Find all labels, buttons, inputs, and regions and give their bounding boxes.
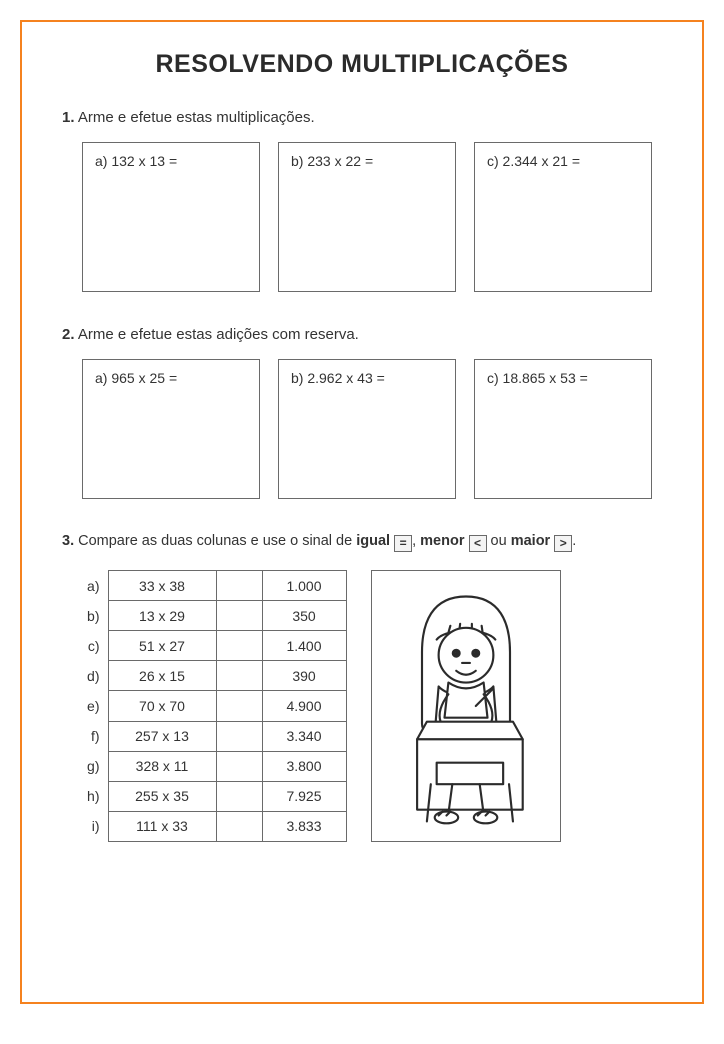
row-label: i) bbox=[80, 811, 108, 841]
calc-box-2a[interactable]: a) 965 x 25 = bbox=[82, 359, 260, 499]
row-expression: 70 x 70 bbox=[108, 691, 216, 721]
row-value: 390 bbox=[262, 661, 346, 691]
exercise-3-prompt: 3. Compare as duas colunas e use o sinal… bbox=[62, 533, 662, 552]
girl-at-desk-icon bbox=[378, 577, 554, 835]
row-label: d) bbox=[80, 661, 108, 691]
table-row: c) 51 x 27 1.400 bbox=[80, 631, 346, 661]
row-value: 4.900 bbox=[262, 691, 346, 721]
exercise-3: 3. Compare as duas colunas e use o sinal… bbox=[62, 533, 662, 842]
row-answer-slot[interactable] bbox=[216, 661, 262, 691]
row-answer-slot[interactable] bbox=[216, 571, 262, 601]
row-label: c) bbox=[80, 631, 108, 661]
row-label: a) bbox=[80, 571, 108, 601]
row-expression: 257 x 13 bbox=[108, 721, 216, 751]
symbol-less-icon: < bbox=[469, 535, 487, 552]
row-value: 350 bbox=[262, 601, 346, 631]
exercise-2-prompt: 2. Arme e efetue estas adições com reser… bbox=[62, 326, 662, 343]
row-expression: 13 x 29 bbox=[108, 601, 216, 631]
symbol-greater-icon: > bbox=[554, 535, 572, 552]
word-ou: ou bbox=[491, 533, 511, 549]
table-row: g) 328 x 11 3.800 bbox=[80, 751, 346, 781]
calc-box-1a[interactable]: a) 132 x 13 = bbox=[82, 142, 260, 292]
exercise-1-boxes: a) 132 x 13 = b) 233 x 22 = c) 2.344 x 2… bbox=[62, 142, 662, 292]
exercise-1-prompt: 1. Arme e efetue estas multiplicações. bbox=[62, 109, 662, 126]
row-label: h) bbox=[80, 781, 108, 811]
row-answer-slot[interactable] bbox=[216, 691, 262, 721]
calc-box-2a-label: a) 965 x 25 = bbox=[95, 370, 177, 386]
compare-table: a) 33 x 38 1.000 b) 13 x 29 350 c) 51 x … bbox=[80, 570, 347, 842]
exercise-2-number: 2. bbox=[62, 326, 75, 343]
table-row: f) 257 x 13 3.340 bbox=[80, 721, 346, 751]
calc-box-2c[interactable]: c) 18.865 x 53 = bbox=[474, 359, 652, 499]
calc-box-1b[interactable]: b) 233 x 22 = bbox=[278, 142, 456, 292]
exercise-1: 1. Arme e efetue estas multiplicações. a… bbox=[62, 109, 662, 292]
row-value: 3.800 bbox=[262, 751, 346, 781]
row-expression: 33 x 38 bbox=[108, 571, 216, 601]
calc-box-2b-label: b) 2.962 x 43 = bbox=[291, 370, 385, 386]
row-answer-slot[interactable] bbox=[216, 781, 262, 811]
row-expression: 255 x 35 bbox=[108, 781, 216, 811]
row-answer-slot[interactable] bbox=[216, 631, 262, 661]
row-answer-slot[interactable] bbox=[216, 721, 262, 751]
word-menor: menor bbox=[420, 533, 464, 549]
prompt-tail: . bbox=[572, 533, 576, 549]
exercise-3-content: a) 33 x 38 1.000 b) 13 x 29 350 c) 51 x … bbox=[62, 570, 662, 842]
table-row: b) 13 x 29 350 bbox=[80, 601, 346, 631]
exercise-2: 2. Arme e efetue estas adições com reser… bbox=[62, 326, 662, 499]
row-answer-slot[interactable] bbox=[216, 811, 262, 841]
row-label: b) bbox=[80, 601, 108, 631]
row-label: f) bbox=[80, 721, 108, 751]
row-expression: 26 x 15 bbox=[108, 661, 216, 691]
table-row: i) 111 x 33 3.833 bbox=[80, 811, 346, 841]
table-row: a) 33 x 38 1.000 bbox=[80, 571, 346, 601]
word-igual: igual bbox=[356, 533, 390, 549]
table-row: d) 26 x 15 390 bbox=[80, 661, 346, 691]
page-title: RESOLVENDO MULTIPLICAÇÕES bbox=[62, 50, 662, 79]
row-value: 1.000 bbox=[262, 571, 346, 601]
row-value: 1.400 bbox=[262, 631, 346, 661]
row-answer-slot[interactable] bbox=[216, 601, 262, 631]
table-row: e) 70 x 70 4.900 bbox=[80, 691, 346, 721]
exercise-2-boxes: a) 965 x 25 = b) 2.962 x 43 = c) 18.865 … bbox=[62, 359, 662, 499]
calc-box-2b[interactable]: b) 2.962 x 43 = bbox=[278, 359, 456, 499]
row-value: 7.925 bbox=[262, 781, 346, 811]
row-value: 3.340 bbox=[262, 721, 346, 751]
word-maior: maior bbox=[511, 533, 551, 549]
row-label: g) bbox=[80, 751, 108, 781]
calc-box-2c-label: c) 18.865 x 53 = bbox=[487, 370, 588, 386]
calc-box-1b-label: b) 233 x 22 = bbox=[291, 153, 373, 169]
row-expression: 111 x 33 bbox=[108, 811, 216, 841]
exercise-1-text: Arme e efetue estas multiplicações. bbox=[78, 109, 315, 126]
row-expression: 51 x 27 bbox=[108, 631, 216, 661]
exercise-2-text: Arme e efetue estas adições com reserva. bbox=[78, 326, 359, 343]
calc-box-1c-label: c) 2.344 x 21 = bbox=[487, 153, 580, 169]
row-value: 3.833 bbox=[262, 811, 346, 841]
exercise-3-number: 3. bbox=[62, 533, 74, 549]
calc-box-1a-label: a) 132 x 13 = bbox=[95, 153, 177, 169]
illustration-box bbox=[371, 570, 561, 842]
row-label: e) bbox=[80, 691, 108, 721]
exercise-3-pre: Compare as duas colunas e use o sinal de bbox=[78, 533, 356, 549]
row-expression: 328 x 11 bbox=[108, 751, 216, 781]
row-answer-slot[interactable] bbox=[216, 751, 262, 781]
worksheet-page: RESOLVENDO MULTIPLICAÇÕES 1. Arme e efet… bbox=[20, 20, 704, 1004]
exercise-1-number: 1. bbox=[62, 109, 75, 126]
symbol-equal-icon: = bbox=[394, 535, 412, 552]
calc-box-1c[interactable]: c) 2.344 x 21 = bbox=[474, 142, 652, 292]
table-row: h) 255 x 35 7.925 bbox=[80, 781, 346, 811]
